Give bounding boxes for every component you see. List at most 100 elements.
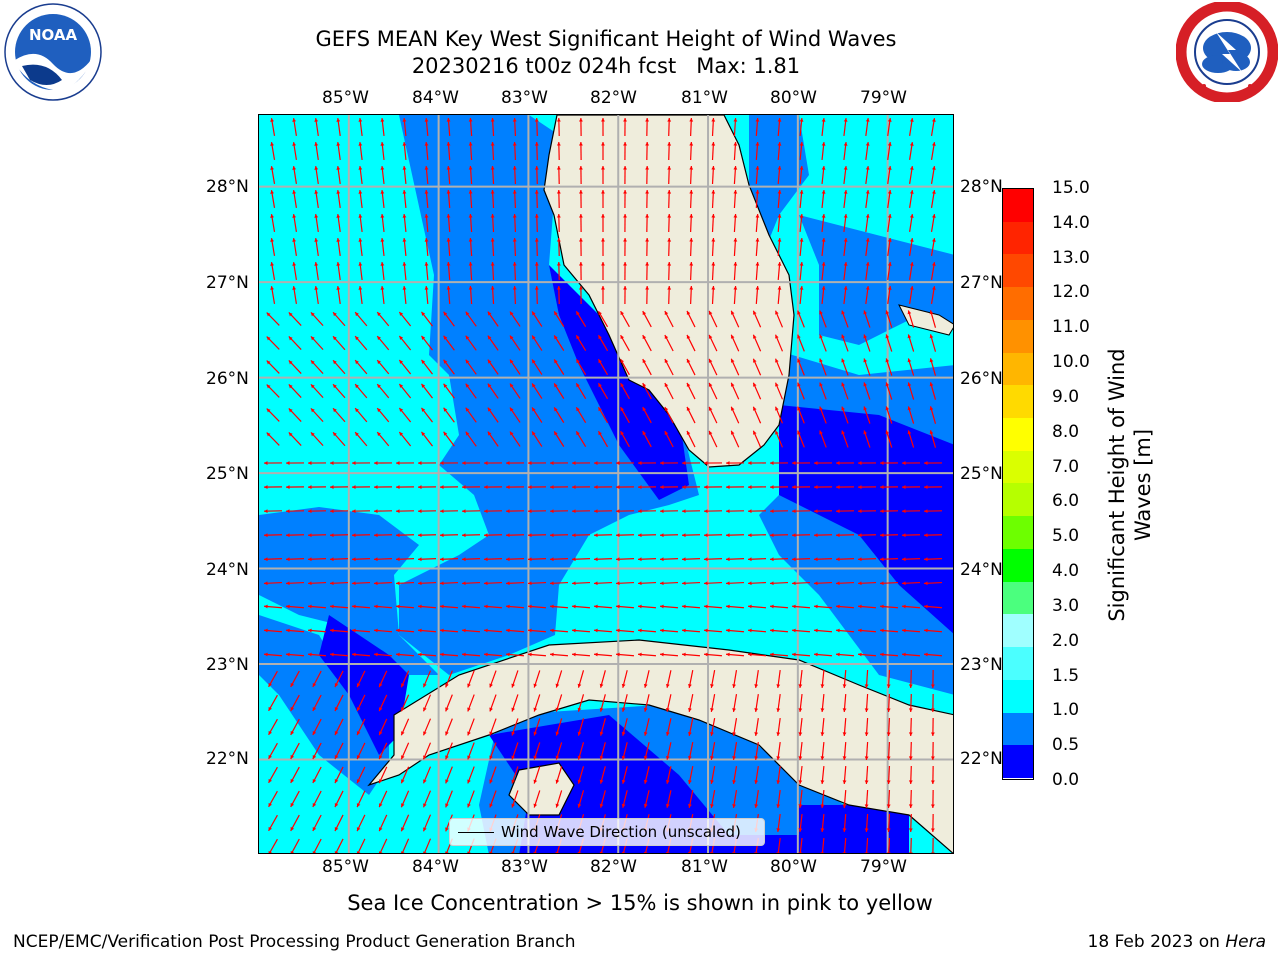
wave-direction-arrowhead (598, 311, 602, 316)
wave-direction-arrowhead (638, 628, 642, 633)
wave-direction-arrowhead (792, 628, 796, 633)
wave-direction-arrowhead (532, 383, 536, 388)
wave-direction-arrowhead (380, 118, 385, 122)
wave-direction-arrowhead (792, 533, 796, 538)
wave-direction-arrowhead (396, 628, 400, 633)
wave-direction-arrowhead (487, 335, 492, 340)
wave-direction-arrowhead (440, 509, 444, 514)
wave-direction-arrowhead (620, 311, 624, 316)
wave-direction-arrowhead (532, 431, 536, 436)
wave-direction-arrowhead (266, 312, 271, 317)
wave-direction-arrowhead (532, 359, 536, 364)
wave-direction-arrowhead (660, 652, 664, 657)
wave-direction-arrowhead (484, 628, 488, 633)
wave-direction-arrowhead (532, 335, 536, 340)
wave-direction-arrowhead (598, 359, 602, 364)
wave-direction-arrowhead (268, 682, 272, 687)
wave-direction-arrowhead (264, 533, 268, 538)
wave-direction-arrowhead (423, 707, 427, 712)
wave-direction-arrowhead (579, 262, 583, 266)
wave-direction-arrowhead (667, 190, 672, 194)
wave-direction-arrowhead (490, 166, 495, 170)
footer-branch: NCEP/EMC/Verification Post Processing Pr… (13, 932, 576, 952)
wave-direction-arrowhead (550, 461, 554, 465)
wave-direction-arrowhead (887, 238, 892, 242)
wave-direction-arrowhead (929, 382, 934, 387)
wave-direction-arrowhead (467, 755, 471, 760)
wave-direction-arrowhead (924, 581, 928, 586)
wave-direction-arrowhead (821, 142, 826, 146)
wave-direction-arrowhead (623, 190, 627, 194)
wave-direction-arrowhead (770, 628, 774, 633)
wave-direction-arrowhead (598, 383, 602, 388)
wave-direction-arrowhead (748, 628, 752, 633)
wave-direction-arrowhead (290, 706, 295, 711)
wave-direction-arrowhead (601, 286, 605, 290)
wave-direction-arrowhead (555, 755, 560, 760)
wave-direction-arrowhead (858, 581, 862, 586)
wave-direction-arrowhead (886, 828, 891, 832)
wave-direction-arrowhead (909, 238, 914, 242)
wave-direction-arrowhead (336, 166, 341, 170)
wave-direction-arrowhead (843, 238, 848, 242)
wave-direction-arrowhead (841, 430, 845, 435)
wave-direction-arrowhead (268, 754, 272, 759)
wave-direction-arrowhead (336, 190, 341, 194)
wave-direction-arrowhead (924, 485, 928, 489)
wave-direction-arrowhead (748, 533, 752, 538)
wave-direction-arrowhead (440, 533, 444, 538)
wave-direction-arrowhead (465, 335, 470, 340)
wave-direction-arrowhead (312, 706, 317, 711)
wave-direction-arrowhead (445, 779, 449, 784)
wave-direction-arrowhead (446, 262, 451, 266)
wave-direction-arrowhead (753, 382, 757, 387)
noaa-logo: NOAA (2, 2, 104, 102)
wave-direction-arrowhead (865, 142, 870, 146)
wave-direction-arrowhead (777, 142, 782, 146)
wave-direction-arrowhead (643, 851, 648, 853)
wave-direction-arrowhead (601, 262, 605, 266)
wave-direction-arrowhead (616, 628, 620, 633)
wave-direction-arrowhead (770, 485, 774, 489)
wave-direction-arrowhead (929, 406, 934, 411)
wave-direction-arrowhead (572, 628, 576, 633)
wave-direction-arrowhead (836, 628, 840, 633)
wave-direction-arrowhead (708, 382, 713, 387)
wave-direction-arrowhead (336, 214, 341, 218)
wave-direction-arrowhead (308, 557, 312, 562)
wave-direction-arrowhead (726, 509, 730, 514)
wave-direction-arrowhead (270, 166, 274, 170)
wave-direction-arrowhead (726, 557, 730, 562)
wave-direction-arrowhead (579, 214, 583, 218)
wave-direction-arrowhead (930, 708, 935, 712)
wave-direction-arrowhead (512, 166, 517, 170)
wave-direction-arrowhead (534, 118, 539, 122)
wave-direction-arrowhead (489, 731, 493, 736)
colorbar-tick-label: 9.0 (1052, 386, 1080, 407)
wave-direction-arrowhead (688, 684, 692, 688)
wave-direction-arrowhead (689, 262, 694, 266)
wave-direction-arrowhead (378, 851, 383, 853)
wave-direction-arrowhead (445, 707, 449, 712)
lat-tick-right: 26°N (960, 369, 1003, 389)
wave-direction-arrowhead (711, 166, 716, 170)
wave-direction-arrowhead (842, 756, 847, 760)
wave-direction-arrowhead (399, 383, 404, 388)
wave-direction-arrowhead (509, 431, 514, 436)
wave-direction-arrowhead (798, 684, 803, 688)
lon-tick-bottom: 79°W (860, 857, 907, 877)
wave-direction-arrowhead (490, 190, 495, 194)
wave-direction-arrowhead (509, 383, 514, 388)
colorbar-segment (1003, 647, 1033, 680)
wave-direction-arrowhead (643, 779, 648, 784)
wave-direction-arrowhead (506, 604, 510, 609)
wave-direction-arrowhead (594, 533, 598, 538)
colorbar-segment (1003, 385, 1033, 419)
wave-direction-arrowhead (908, 828, 913, 832)
wave-direction-arrowhead (598, 431, 602, 436)
wave-direction-arrowhead (333, 360, 337, 365)
wave-direction-arrowhead (396, 509, 400, 514)
wave-direction-arrowhead (396, 557, 400, 562)
wave-direction-arrowhead (577, 803, 582, 808)
wave-direction-arrowhead (601, 118, 605, 122)
